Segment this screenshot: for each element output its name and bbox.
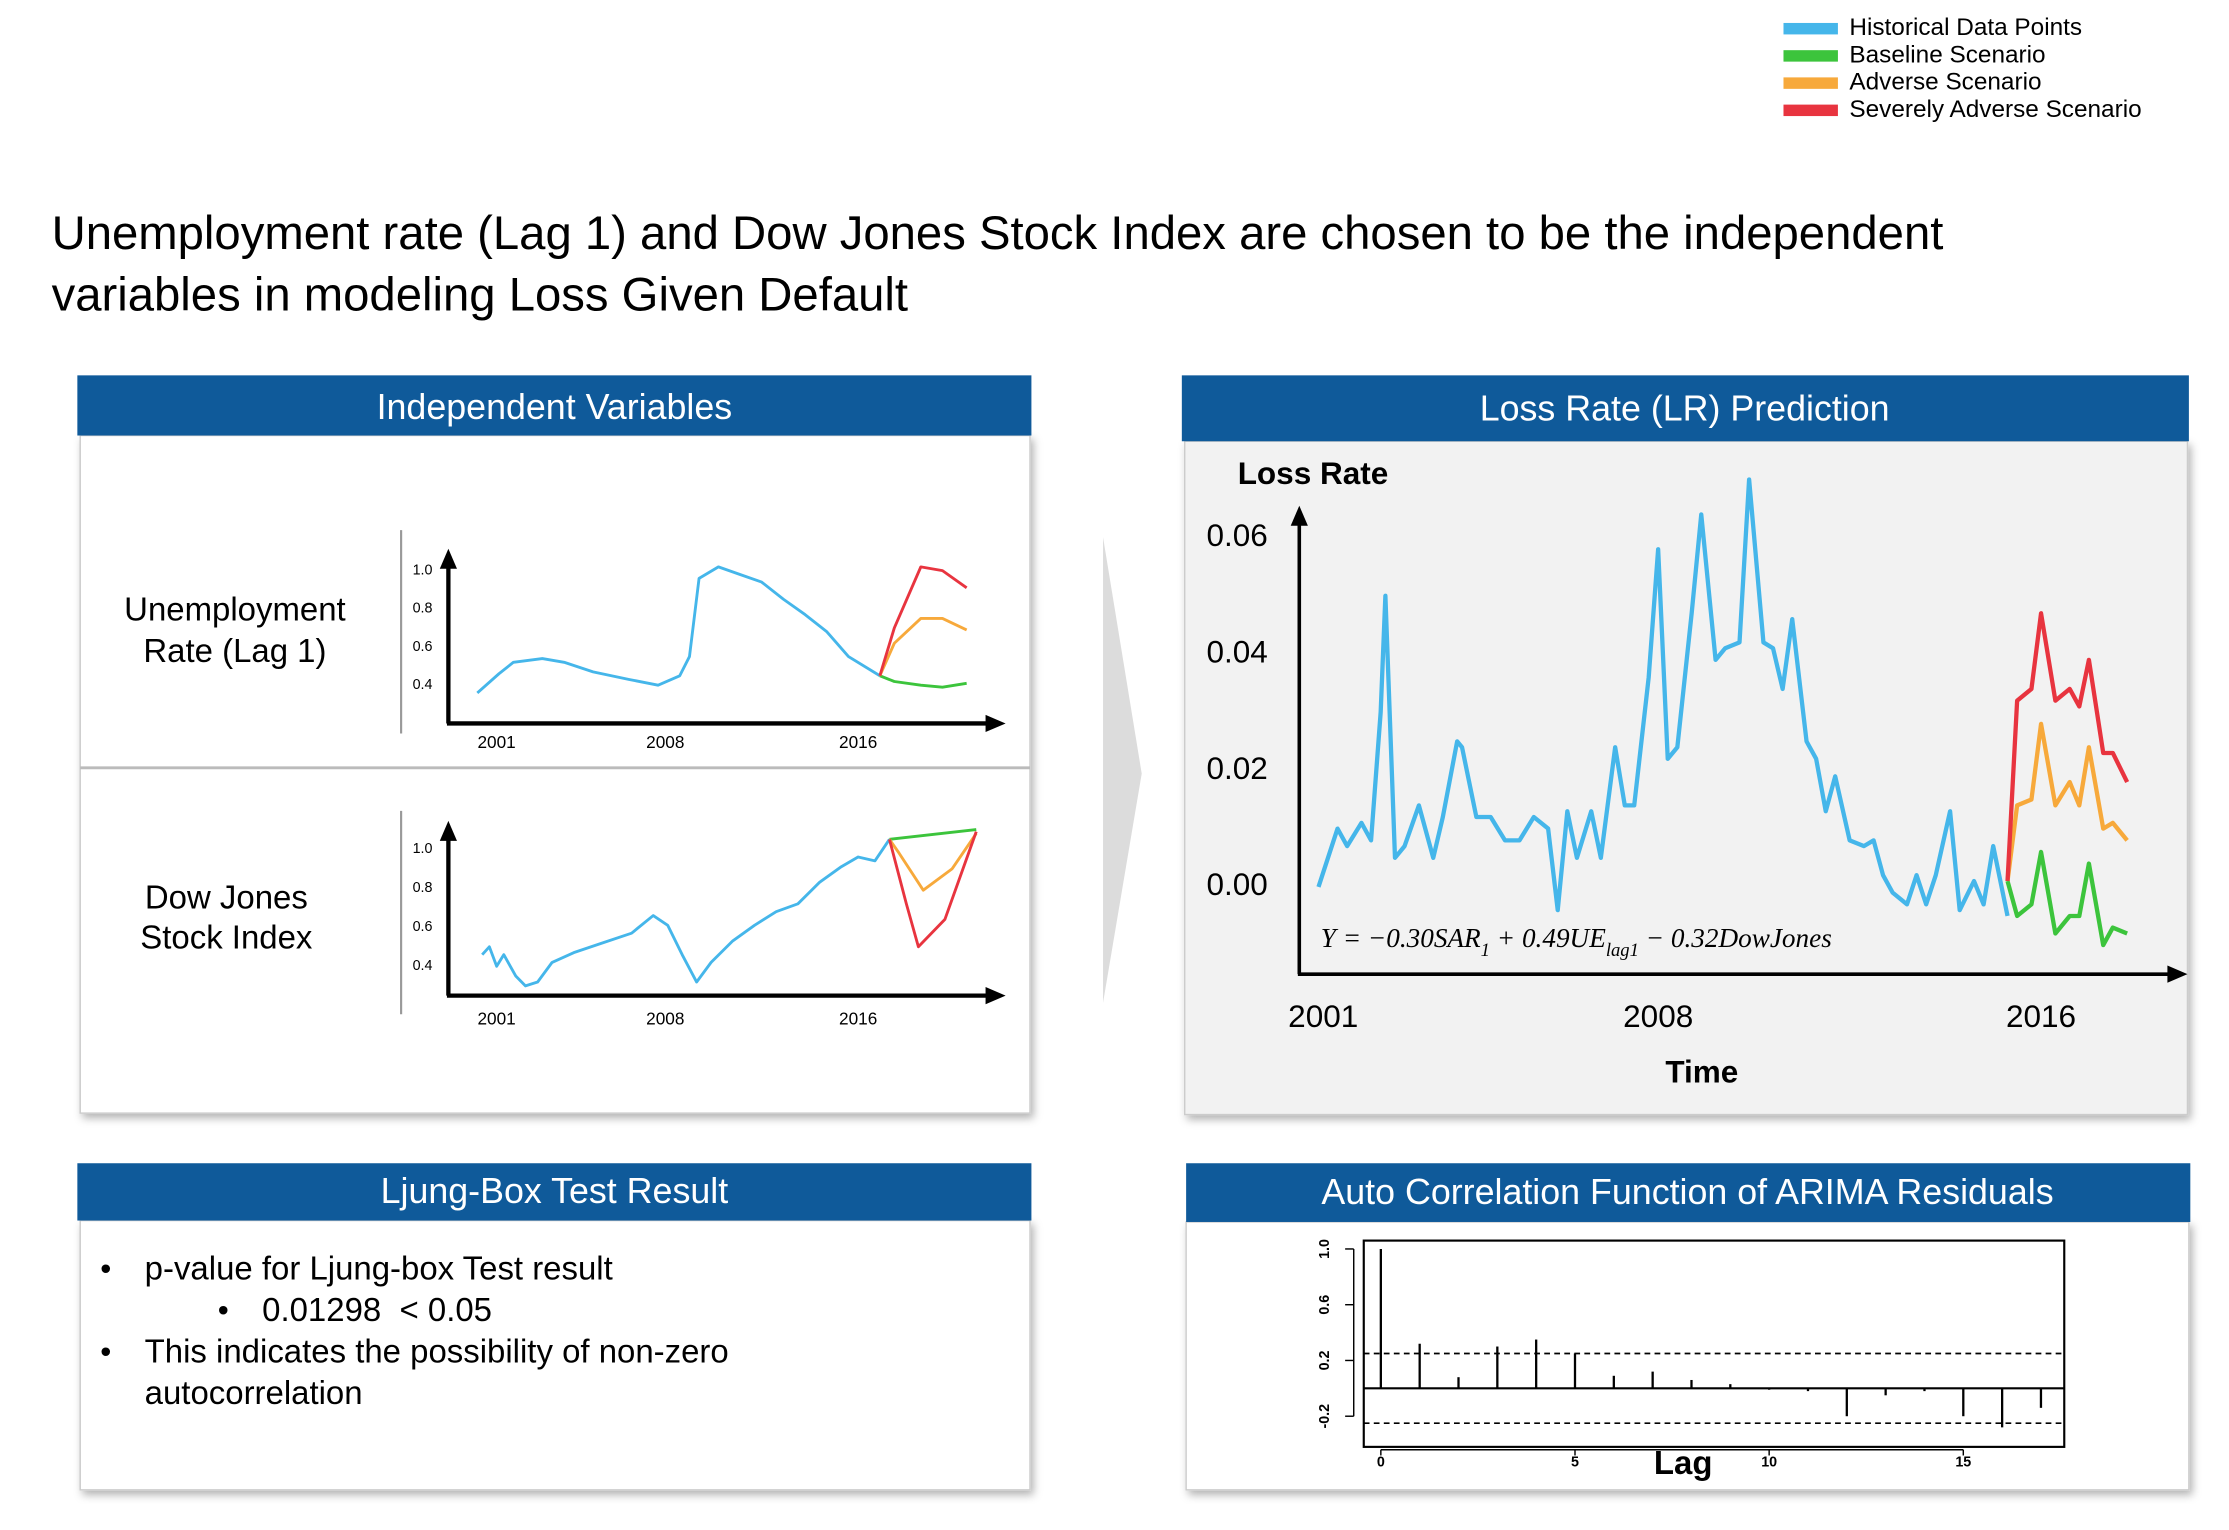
panel-title: Ljung-Box Test Result <box>381 1171 729 1211</box>
x-tick-label: 2008 <box>646 732 684 752</box>
x-axis-title: Lag <box>1654 1444 1713 1481</box>
slide-title: Unemployment rate (Lag 1) and Dow Jones … <box>52 207 1944 260</box>
y-tick-label: 0.6 <box>1317 1295 1333 1315</box>
legend-label: Severely Adverse Scenario <box>1849 96 2141 123</box>
x-tick-label: 2001 <box>1288 998 1358 1034</box>
panel-title: Loss Rate (LR) Prediction <box>1480 389 1890 429</box>
y-tick-label: 1.0 <box>413 841 433 857</box>
legend-swatch <box>1783 22 1838 35</box>
panel-body <box>1183 440 2189 1116</box>
panel-header <box>77 1163 1032 1221</box>
legend-swatch <box>1783 104 1838 117</box>
y-tick-label: 0.06 <box>1206 517 1267 553</box>
formula-part: Y = −0.30SAR <box>1321 923 1481 953</box>
y-tick-label: 0.04 <box>1206 633 1267 669</box>
y-tick-label: 0.6 <box>413 919 433 935</box>
y-tick-label: -0.2 <box>1317 1404 1333 1429</box>
y-tick-label: 0.8 <box>413 601 433 617</box>
x-tick-label: 0 <box>1377 1454 1385 1470</box>
series-line <box>2005 849 2128 948</box>
bullet: • <box>100 1250 111 1286</box>
legend-label: Baseline Scenario <box>1849 41 2045 68</box>
y-tick-label: 0.2 <box>1317 1350 1333 1370</box>
flow-arrow <box>1103 537 1142 1003</box>
chart-label: Unemployment <box>124 590 346 627</box>
formula-part: + 0.49UE <box>1490 923 1606 953</box>
y-tick-label: 0.8 <box>413 880 433 896</box>
series-line <box>879 674 967 689</box>
x-axis-arrow <box>2167 965 2188 983</box>
slide-title: variables in modeling Loss Given Default <box>52 268 908 321</box>
series-line <box>878 565 968 677</box>
panel-body <box>79 434 1031 1114</box>
panel-title: Auto Correlation Function of ARIMA Resid… <box>1321 1172 2053 1212</box>
chart-label: Stock Index <box>140 918 313 955</box>
y-tick-label: 1.0 <box>413 562 433 578</box>
x-axis-title: Time <box>1665 1054 1738 1090</box>
x-axis-arrow <box>985 714 1006 733</box>
panel-header <box>1181 375 2189 442</box>
series-line <box>2005 721 2129 882</box>
panel-body <box>79 1219 1031 1491</box>
x-tick-label: 2008 <box>1623 998 1693 1034</box>
series-line <box>1316 477 2010 917</box>
panel-header <box>1186 1163 2191 1222</box>
series-line <box>888 831 978 949</box>
y-tick-label: 0.00 <box>1206 866 1267 902</box>
x-tick-label: 15 <box>1955 1454 1971 1470</box>
series-line <box>878 617 968 677</box>
series-line <box>888 832 978 892</box>
y-tick-label: 0.6 <box>413 639 433 655</box>
bullet: • <box>100 1333 111 1369</box>
x-tick-label: 2016 <box>839 732 877 752</box>
y-tick-label: 0.4 <box>413 958 433 974</box>
y-axis-arrow <box>439 820 457 841</box>
y-axis-title: Loss Rate <box>1238 455 1389 491</box>
bullet-text: autocorrelation <box>145 1374 363 1411</box>
legend-swatch <box>1783 77 1838 89</box>
x-tick-label: 10 <box>1761 1454 1777 1470</box>
y-axis-arrow <box>1290 505 1308 526</box>
y-tick-label: 0.02 <box>1206 750 1267 786</box>
legend-swatch <box>1783 50 1838 62</box>
bullet: • <box>218 1292 229 1328</box>
bullet-text: This indicates the possibility of non-ze… <box>145 1332 729 1369</box>
legend-label: Historical Data Points <box>1849 14 2082 41</box>
formula-part: lag1 <box>1606 940 1639 961</box>
y-tick-label: 0.4 <box>413 677 433 693</box>
panel-title: Independent Variables <box>377 387 733 427</box>
x-tick-label: 2001 <box>477 732 515 752</box>
chart-label: Rate (Lag 1) <box>143 632 326 669</box>
legend-label: Adverse Scenario <box>1849 69 2041 96</box>
plot-frame <box>1362 1239 2066 1448</box>
panel-header <box>77 375 1032 436</box>
x-tick-label: 2016 <box>2006 998 2076 1034</box>
bullet-text: 0.01298 < 0.05 <box>262 1291 492 1328</box>
bullet-text: p-value for Ljung-box Test result <box>145 1249 613 1286</box>
series-line <box>481 838 891 988</box>
series-line <box>476 565 881 695</box>
formula-part: 1 <box>1481 940 1490 961</box>
formula: Y = −0.30SAR1 + 0.49UElag1 − 0.32DowJone… <box>1321 923 1832 961</box>
series-line <box>2005 611 2130 882</box>
x-tick-label: 2008 <box>646 1009 684 1029</box>
formula-part: − 0.32DowJones <box>1639 923 1832 953</box>
x-tick-label: 2001 <box>477 1009 515 1029</box>
x-tick-label: 5 <box>1571 1454 1579 1470</box>
y-tick-label: 1.0 <box>1317 1239 1333 1259</box>
series-line <box>889 828 977 841</box>
x-tick-label: 2016 <box>839 1009 877 1029</box>
chart-label: Dow Jones <box>145 878 308 915</box>
y-axis-arrow <box>439 548 457 569</box>
x-axis-arrow <box>985 987 1006 1005</box>
